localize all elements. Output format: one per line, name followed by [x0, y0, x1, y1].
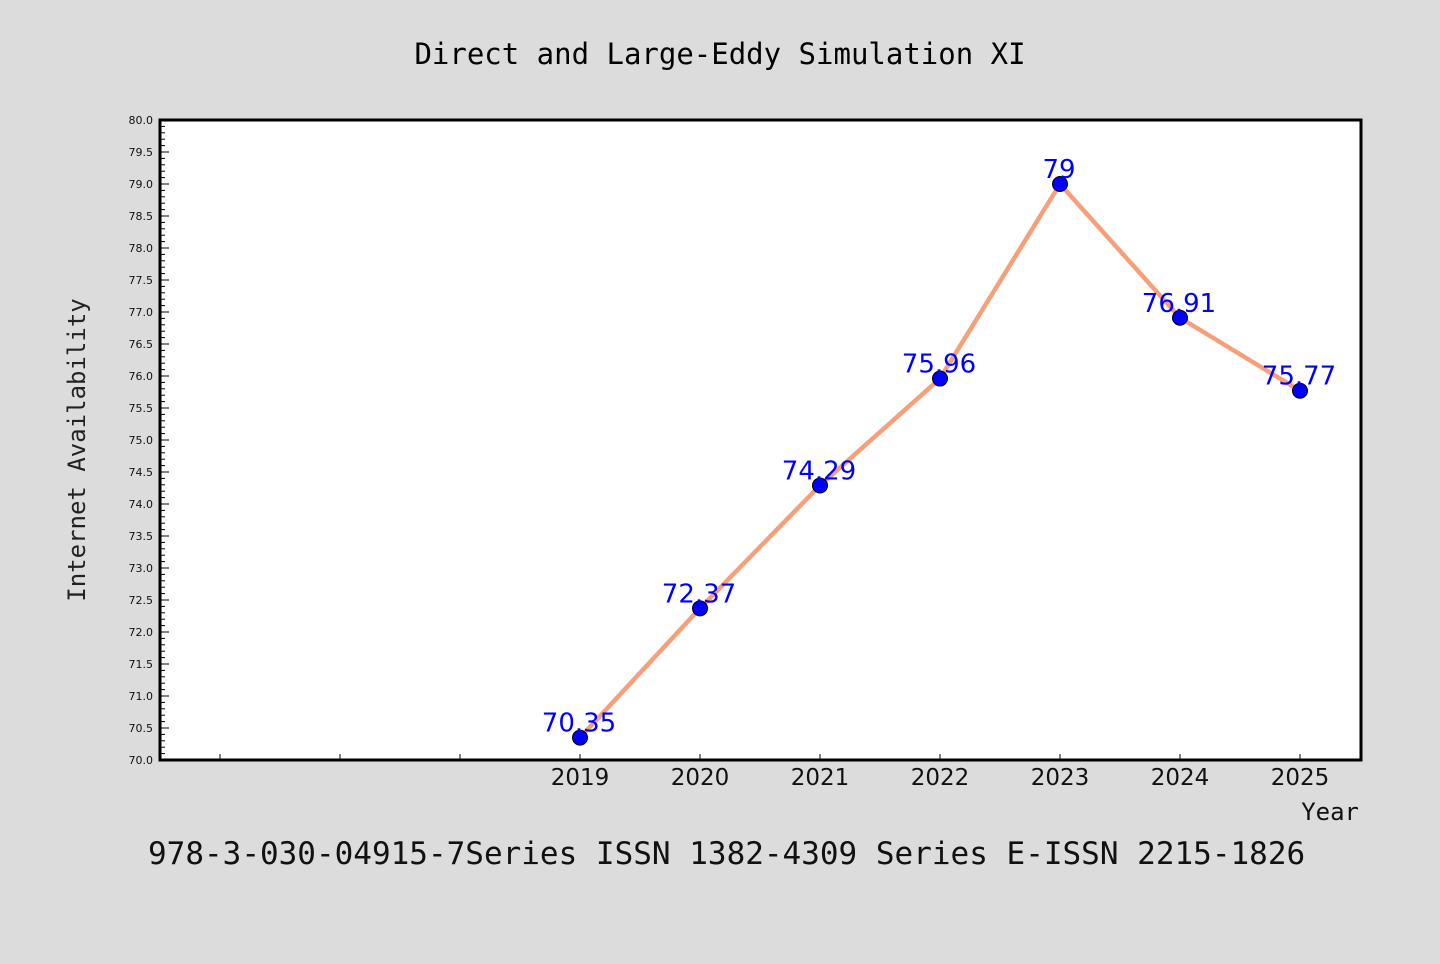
x-tick-label: 2019	[551, 765, 610, 791]
data-point	[692, 600, 708, 617]
y-tick-label: 72.5	[129, 594, 154, 607]
y-tick-label: 75.0	[129, 434, 154, 447]
y-tick-label: 70.5	[129, 722, 154, 735]
x-tick-label: 2020	[671, 765, 730, 791]
y-tick-label: 76.5	[129, 338, 154, 351]
data-label: 74.29	[782, 456, 856, 486]
y-tick-label: 77.0	[129, 306, 154, 319]
plot-area	[158, 118, 1363, 762]
data-point	[1292, 382, 1308, 399]
data-label: 72.37	[662, 579, 736, 609]
series-layer: 70.35 72.37 74.29 75.96 79 76.91 75.77	[542, 155, 1336, 746]
x-tick-label: 2025	[1271, 765, 1330, 791]
data-label: 76.91	[1142, 289, 1216, 319]
x-axis-ticks: 2019 2020 2021 2022 2023 2024 2025	[219, 754, 1330, 791]
y-axis-ticks: 70.0 70.5 71.0 71.5 72.0 72.5 73.0 73.5 74.0 74.5…	[129, 114, 169, 767]
x-tick-label: 2021	[791, 765, 850, 791]
y-tick-label: 80.0	[129, 114, 154, 127]
y-tick-label: 73.0	[129, 562, 154, 575]
y-tick-label: 70.0	[129, 754, 154, 767]
y-axis-label: Internet Availability	[63, 298, 91, 601]
y-tick-label: 78.0	[129, 242, 154, 255]
footer-text: 978-3-030-04915-7Series ISSN 1382-4309 S…	[148, 836, 1305, 872]
y-tick-label: 77.5	[129, 274, 154, 287]
x-tick-label: 2022	[911, 765, 970, 791]
y-tick-label: 74.0	[129, 498, 154, 511]
data-point	[1172, 309, 1188, 326]
y-tick-label: 74.5	[129, 466, 154, 479]
y-tick-label: 75.5	[129, 402, 154, 415]
data-point	[812, 477, 828, 494]
data-point	[932, 370, 948, 387]
data-point	[1052, 176, 1068, 192]
data-label: 75.77	[1262, 362, 1336, 392]
y-tick-label: 72.0	[129, 626, 154, 639]
x-tick-label: 2024	[1151, 765, 1210, 791]
y-tick-label: 73.5	[129, 530, 154, 543]
x-tick-label: 2023	[1031, 765, 1090, 791]
data-point	[572, 729, 588, 746]
x-axis-label: Year	[1301, 798, 1359, 826]
y-tick-label: 71.5	[129, 658, 154, 671]
y-tick-label: 78.5	[129, 210, 154, 223]
y-tick-label: 79.5	[129, 146, 154, 159]
y-tick-label: 71.0	[129, 690, 154, 703]
y-tick-label: 79.0	[129, 178, 154, 191]
data-label: 79	[1042, 155, 1075, 185]
chart-title: Direct and Large-Eddy Simulation XI	[414, 37, 1025, 71]
y-tick-label: 76.0	[129, 370, 154, 383]
data-label: 75.96	[902, 350, 976, 380]
data-label: 70.35	[542, 709, 616, 739]
